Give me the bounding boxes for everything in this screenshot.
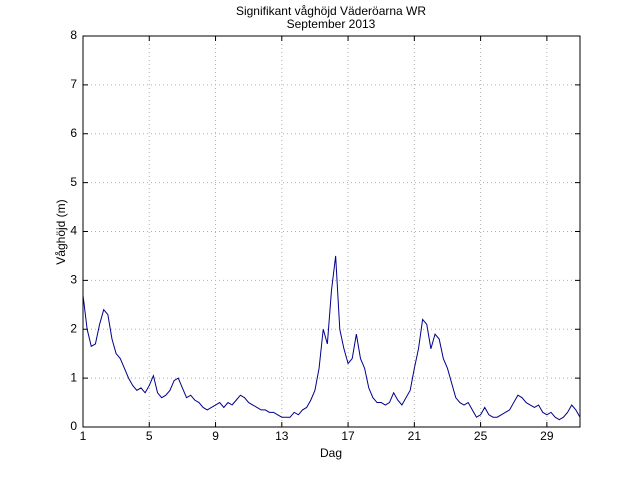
y-tick-label: 0 — [70, 419, 77, 433]
y-tick-label: 6 — [70, 126, 77, 140]
x-tick-label: 1 — [80, 429, 87, 443]
x-tick-label: 9 — [212, 429, 219, 443]
chart-subtitle: September 2013 — [287, 17, 376, 31]
chart-title: Signifikant våghöjd Väderöarna WR — [236, 4, 426, 18]
data-line — [82, 255, 581, 421]
x-tick-label: 29 — [540, 429, 554, 443]
x-tick-label: 21 — [408, 429, 422, 443]
y-tick-label: 1 — [70, 370, 77, 384]
x-tick-label: 25 — [474, 429, 488, 443]
y-axis-label: Våghöjd (m) — [54, 199, 68, 264]
plot-frame — [82, 35, 581, 428]
y-tick-label: 3 — [70, 273, 77, 287]
x-tick-label: 13 — [275, 429, 289, 443]
x-tick-label: 5 — [146, 429, 153, 443]
y-tick-label: 5 — [70, 175, 77, 189]
x-tick-label: 17 — [341, 429, 355, 443]
y-tick-label: 8 — [70, 28, 77, 42]
x-axis-label: Dag — [320, 446, 342, 460]
y-tick-label: 7 — [70, 77, 77, 91]
y-tick-label: 4 — [70, 224, 77, 238]
y-tick-label: 2 — [70, 321, 77, 335]
